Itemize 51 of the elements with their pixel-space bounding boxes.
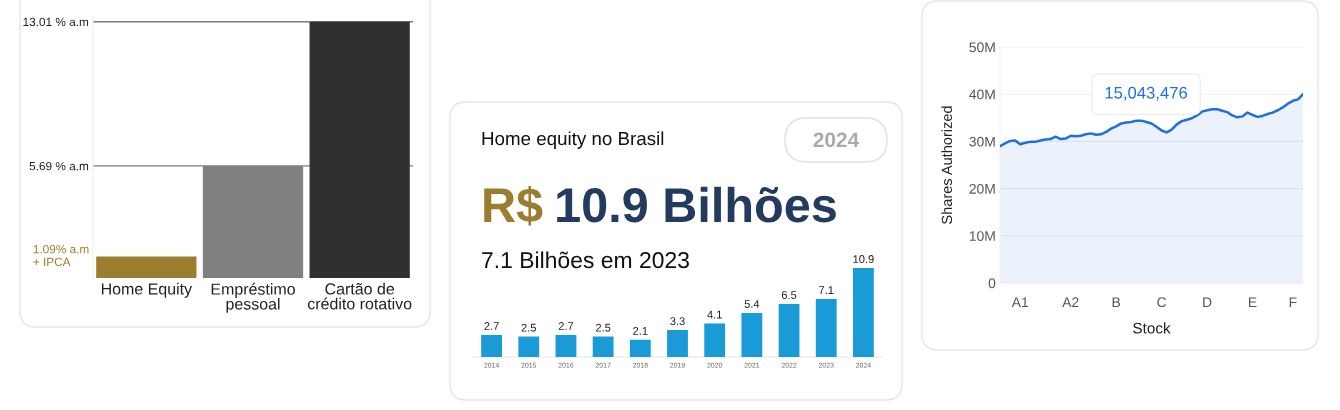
data-label: 6.5 (781, 291, 797, 299)
x-tick-label: E (1249, 297, 1257, 307)
bar (815, 299, 837, 357)
data-label: 4.1 (707, 310, 722, 319)
annotation: 15,043,476 (1105, 86, 1188, 101)
x-tick-label: Cartão de crédito rotativo (307, 282, 412, 310)
bar (555, 334, 577, 357)
x-tick-label: C (1157, 297, 1167, 308)
data-label: 2.1 (633, 327, 648, 335)
data-label: 7.1 (819, 286, 834, 294)
bar (778, 303, 800, 357)
y-tick-label: 20M (969, 183, 995, 194)
data-label: 2.5 (595, 323, 611, 332)
bar (481, 334, 502, 357)
y-tick-label: 40M (969, 89, 995, 100)
x-tick-label: D (1203, 297, 1212, 307)
x-tick-label: F (1289, 297, 1297, 307)
data-label: 2.7 (558, 322, 574, 330)
bar (741, 312, 763, 357)
chart-title: Home equity no Brasil (482, 131, 664, 149)
bar (704, 323, 726, 357)
text: R$ (484, 185, 543, 226)
bar (96, 256, 197, 278)
x-tick-label: Home Equity (101, 282, 193, 298)
bar (667, 330, 688, 357)
bar (309, 21, 410, 278)
bar (629, 339, 651, 357)
y-tick-label: 0 (988, 278, 996, 289)
y-tick-label: 50M (969, 42, 995, 53)
y-tick-label: 13.01 % a.m (23, 17, 89, 27)
x-tick-label: A1 (1011, 297, 1029, 307)
y-axis-title: Shares Authorized (941, 106, 953, 224)
data-label: 3.3 (670, 317, 685, 326)
bar (853, 267, 874, 357)
data-label: 5.4 (744, 300, 760, 308)
y-tick-label: 30M (969, 136, 995, 147)
x-tick-label: B (1112, 297, 1121, 307)
x-tick-label: Empréstimo pessoal (211, 282, 295, 313)
data-label: 2.5 (521, 323, 537, 332)
data-label: 10.9 (853, 255, 874, 263)
text: 2024 (813, 132, 860, 148)
text: 1.09% a.m + IPCA (33, 244, 89, 267)
x-axis-title: Stock (1133, 322, 1171, 334)
y-tick-label: 10M (969, 231, 995, 241)
bar (518, 336, 540, 357)
text: 10.9 Bilhões (557, 186, 836, 223)
x-tick-label: A2 (1062, 297, 1079, 307)
y-tick-label: 5.69 % a.m (29, 161, 89, 171)
data-label: 2.7 (484, 322, 499, 330)
bar (592, 336, 614, 357)
annotation: 7.1 Bilhões em 2023 (482, 251, 689, 269)
